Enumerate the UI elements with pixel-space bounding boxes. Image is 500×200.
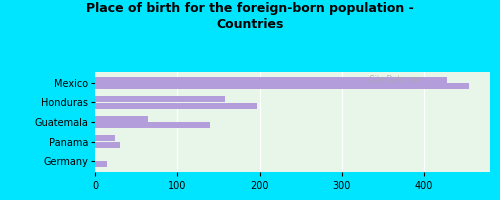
Bar — [95, 142, 120, 148]
Bar — [95, 77, 447, 83]
Bar — [95, 161, 106, 167]
Text: City-Data.com: City-Data.com — [364, 75, 422, 84]
Text: Place of birth for the foreign-born population -
Countries: Place of birth for the foreign-born popu… — [86, 2, 414, 31]
Bar — [95, 116, 148, 122]
Bar — [95, 96, 225, 102]
Bar — [95, 83, 469, 89]
Bar — [95, 122, 210, 128]
Bar — [95, 135, 115, 141]
Bar — [95, 103, 257, 109]
